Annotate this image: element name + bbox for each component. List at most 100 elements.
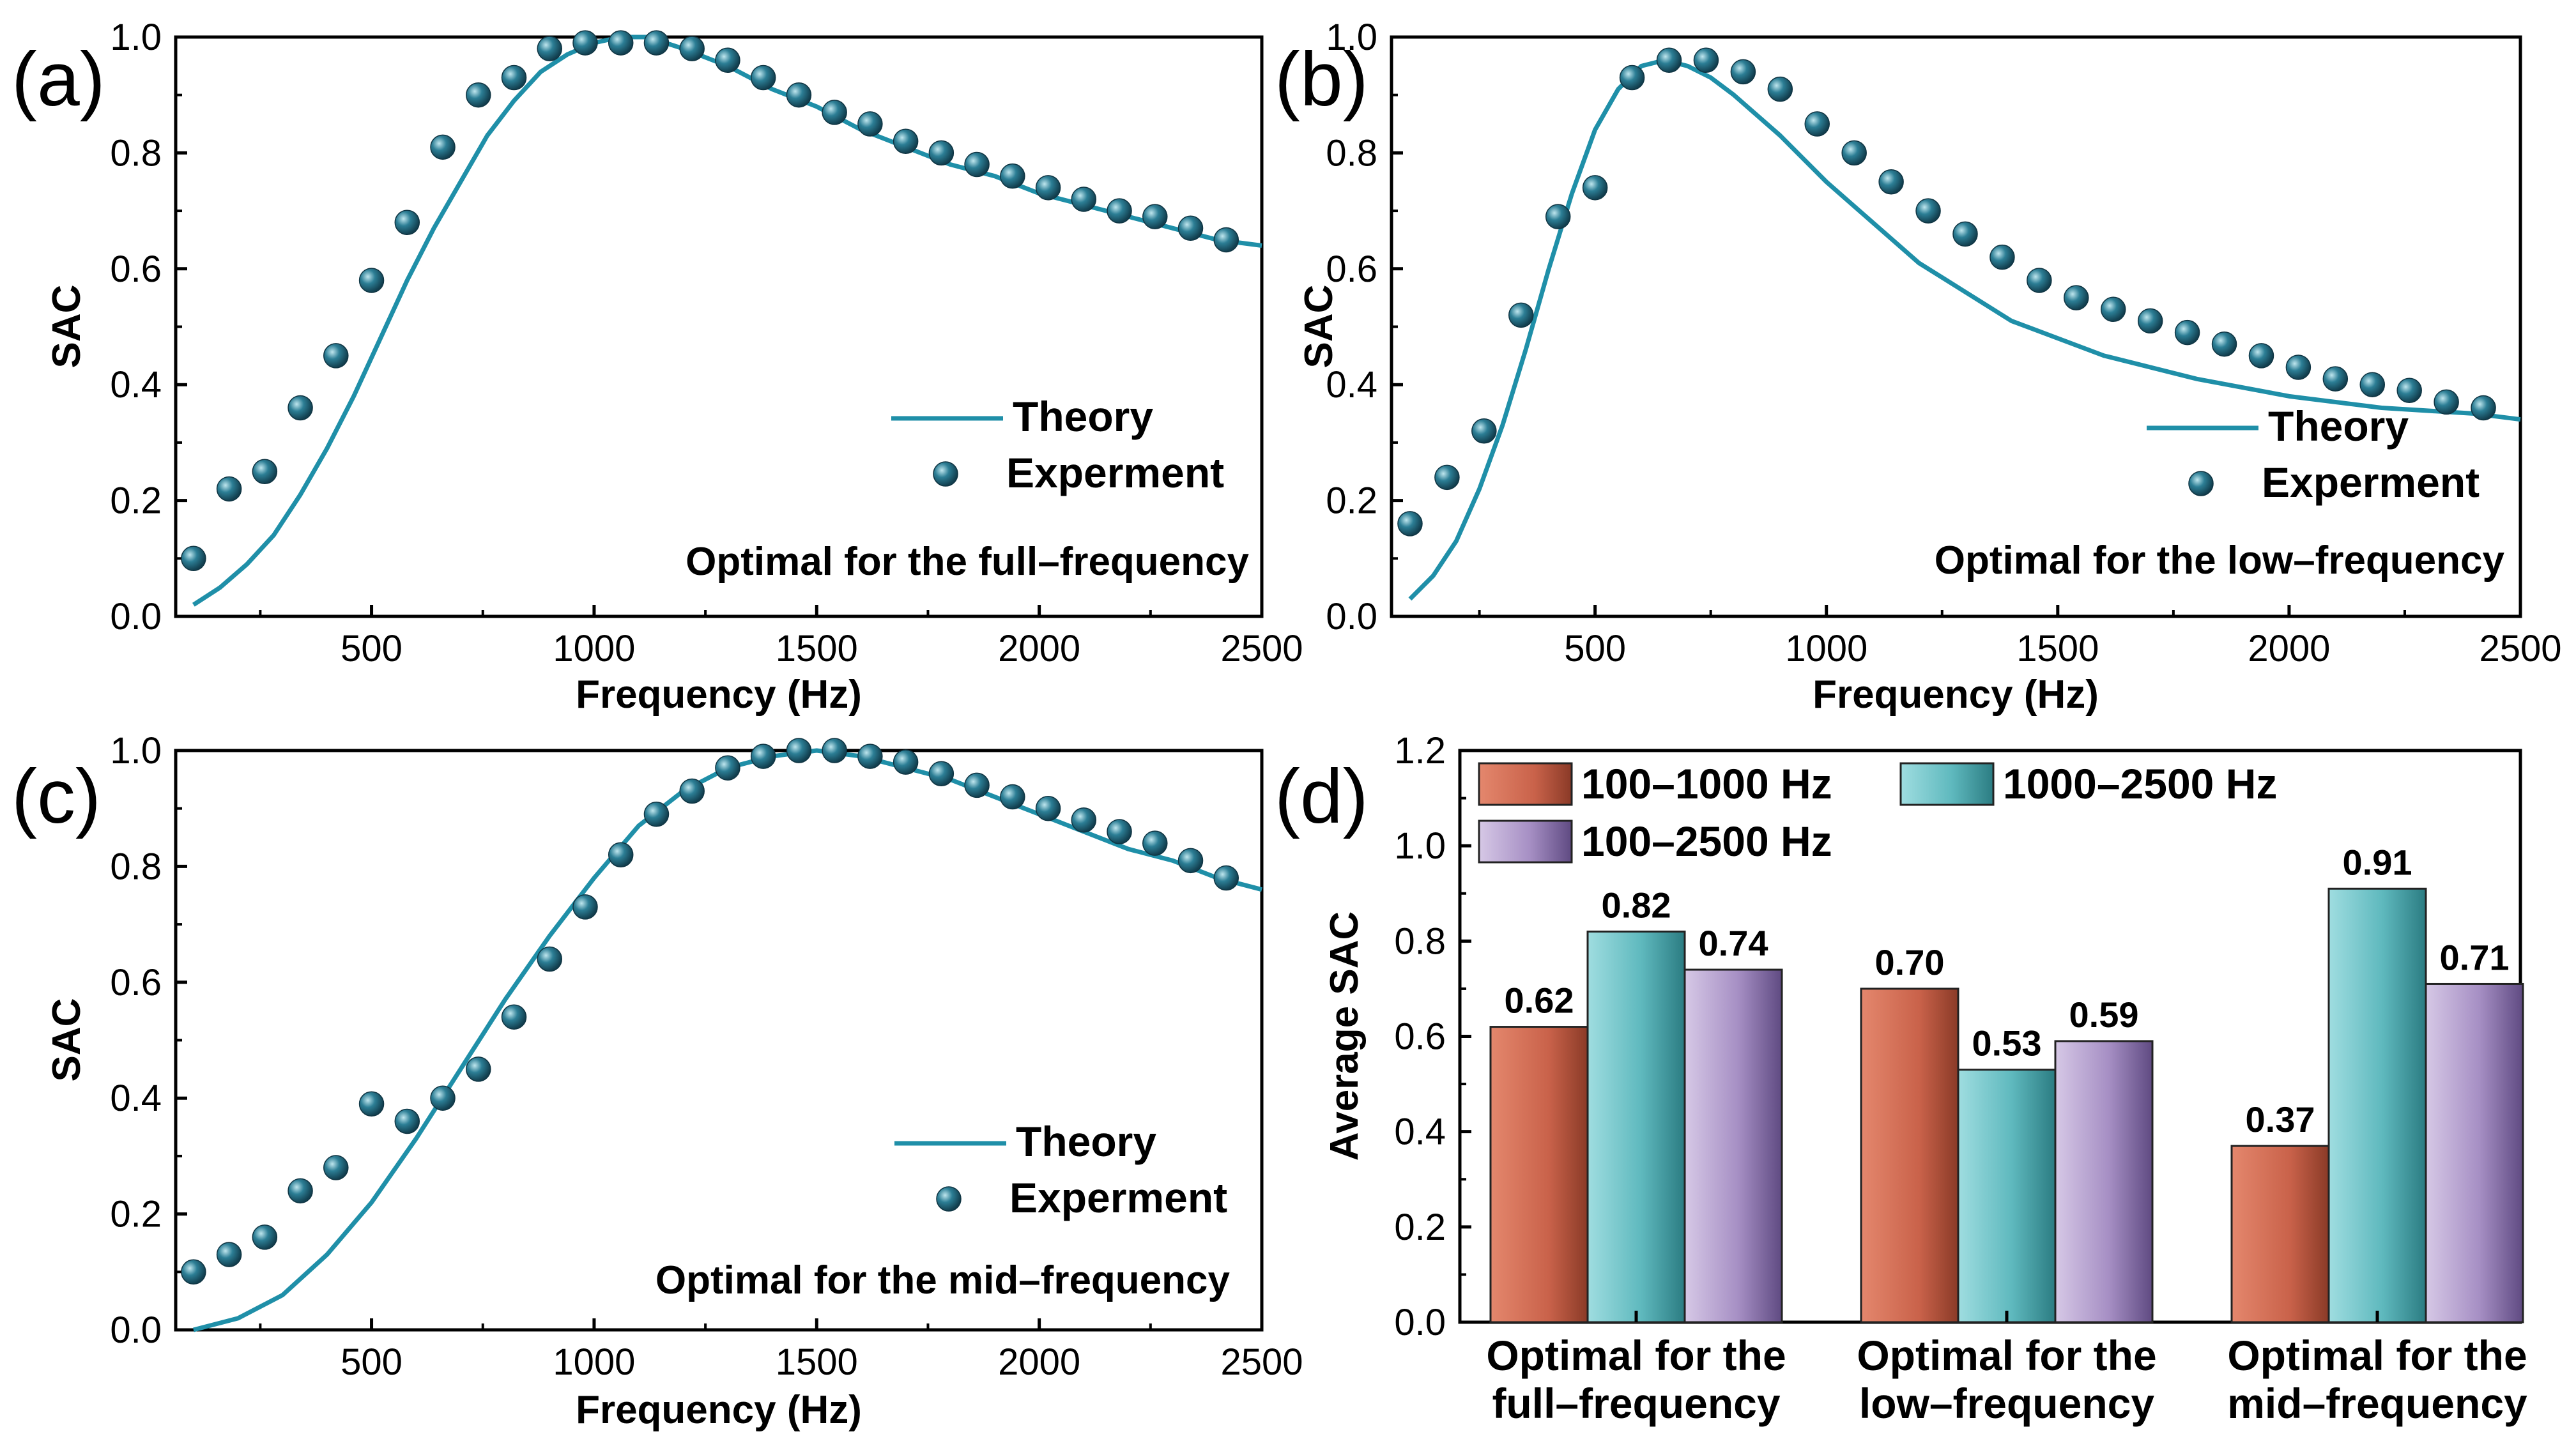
experiment-point — [1545, 204, 1571, 229]
legend-theory-label: Theory — [1013, 393, 1153, 440]
experiment-point — [1107, 198, 1132, 224]
category-label: low–frequency — [1859, 1380, 2154, 1427]
experiment-point — [572, 30, 598, 56]
experiment-point — [608, 842, 634, 868]
legend-experiment-swatch — [936, 1186, 962, 1212]
bar — [1860, 987, 1959, 1323]
experiment-point — [928, 761, 954, 787]
experiment-point — [537, 36, 562, 61]
experiment-point — [501, 1004, 527, 1030]
experiment-point — [1177, 215, 1204, 241]
y-tick-label: 0.2 — [110, 1194, 162, 1235]
x-tick-label: 2500 — [1220, 628, 1303, 669]
experiment-point — [2174, 319, 2200, 346]
y-tick-label: 0.4 — [110, 364, 162, 406]
experiment-point — [750, 743, 776, 769]
experiment-point — [1071, 187, 1097, 212]
bar-value-label: 0.91 — [2343, 842, 2412, 882]
plot-frame — [174, 35, 1264, 618]
y-tick-label: 0.0 — [1394, 1302, 1446, 1343]
experiment-point — [2434, 389, 2459, 415]
experiment-point — [643, 30, 670, 56]
plot-frame — [1390, 35, 2522, 618]
experiment-point — [1656, 47, 1682, 73]
panel-0: 0.0 0.2 0.4 0.6 0.8 1.0 500 1000 1500 2000 2500 Fre… — [12, 17, 1303, 717]
y-axis-label: SAC — [1297, 285, 1341, 369]
experiment-point — [679, 778, 705, 804]
experiment-point — [822, 100, 847, 125]
experiment-point — [2137, 308, 2163, 334]
legend-experiment-label: Experment — [2262, 459, 2480, 506]
experiment-point — [1000, 784, 1025, 810]
x-tick-label: 1000 — [1785, 628, 1867, 669]
y-tick-label: 1.2 — [1394, 730, 1446, 772]
y-tick-label: 0.8 — [110, 846, 162, 887]
legend-theory-label: Theory — [2268, 402, 2409, 450]
bar-value-label: 0.74 — [1699, 923, 1768, 963]
x-axis-label: Frequency (Hz) — [576, 1388, 862, 1432]
experiment-point — [394, 210, 420, 235]
experiment-point — [2100, 296, 2126, 323]
x-tick-label: 1500 — [776, 1341, 858, 1383]
x-axis-label: Frequency (Hz) — [1813, 673, 2099, 717]
experiment-point — [1107, 819, 1132, 844]
experiment-point — [288, 395, 313, 421]
panel-annotation: Optimal for the full–frequency — [686, 540, 1249, 584]
legend-swatch — [1899, 762, 1995, 806]
legend-theory-label: Theory — [1016, 1118, 1156, 1165]
x-tick-label: 2000 — [2248, 628, 2330, 669]
bar-value-label: 0.37 — [2246, 1099, 2315, 1140]
panel-2: 0.0 0.2 0.4 0.6 0.8 1.0 500 1000 1500 2000 2500 Fre… — [12, 730, 1303, 1432]
legend-label: 100–1000 Hz — [1581, 760, 1832, 807]
experiment-point — [181, 545, 206, 572]
y-tick-label: 1.0 — [1326, 17, 1377, 58]
bar-value-label: 0.82 — [1602, 885, 1671, 925]
experiment-point — [857, 743, 883, 769]
experiment-point — [822, 738, 847, 763]
bar — [1586, 930, 1686, 1323]
experiment-point — [466, 82, 491, 108]
bar — [2327, 887, 2427, 1323]
panel-letter: (c) — [12, 754, 101, 839]
y-tick-label: 0.2 — [1394, 1207, 1446, 1248]
experiment-point — [1035, 175, 1061, 201]
experiment-point — [216, 476, 242, 502]
experiment-point — [2248, 343, 2274, 369]
bar-value-label: 0.62 — [1505, 980, 1574, 1021]
experiment-point — [2064, 285, 2089, 310]
x-tick-label: 500 — [341, 1341, 402, 1383]
experiment-point — [2211, 331, 2237, 357]
x-tick-label: 1000 — [553, 1341, 635, 1383]
experiment-point — [786, 82, 812, 108]
bar — [2054, 1040, 2154, 1323]
category-label: Optimal for the — [2227, 1332, 2527, 1379]
x-tick-label: 2500 — [1220, 1341, 1303, 1383]
y-tick-label: 0.6 — [110, 962, 162, 1003]
experiment-point — [216, 1242, 242, 1267]
y-tick-label: 1.0 — [1394, 825, 1446, 867]
legend-swatch — [1478, 762, 1573, 806]
experiment-point — [430, 1085, 456, 1111]
experiment-point — [1213, 865, 1239, 891]
experiment-point — [608, 30, 634, 56]
y-tick-label: 0.6 — [1394, 1016, 1446, 1058]
y-tick-label: 0.4 — [110, 1078, 162, 1119]
legend-experiment-label: Experment — [1009, 1174, 1227, 1221]
legend-swatch — [1478, 820, 1573, 864]
experiment-point — [394, 1108, 420, 1134]
experiment-point — [1841, 140, 1867, 166]
y-tick-label: 0.6 — [1326, 248, 1377, 290]
experiment-point — [1177, 848, 1204, 874]
experiment-point — [643, 802, 670, 827]
experiment-point — [893, 128, 919, 155]
experiment-point — [1508, 302, 1534, 328]
experiment-point — [715, 755, 740, 781]
experiment-point — [1213, 227, 1239, 253]
experiment-point — [252, 459, 278, 484]
experiment-point — [679, 36, 705, 61]
bar — [2230, 1145, 2330, 1323]
x-tick-label: 500 — [341, 628, 402, 669]
y-tick-label: 0.6 — [110, 248, 162, 290]
y-axis-label: SAC — [45, 285, 89, 369]
